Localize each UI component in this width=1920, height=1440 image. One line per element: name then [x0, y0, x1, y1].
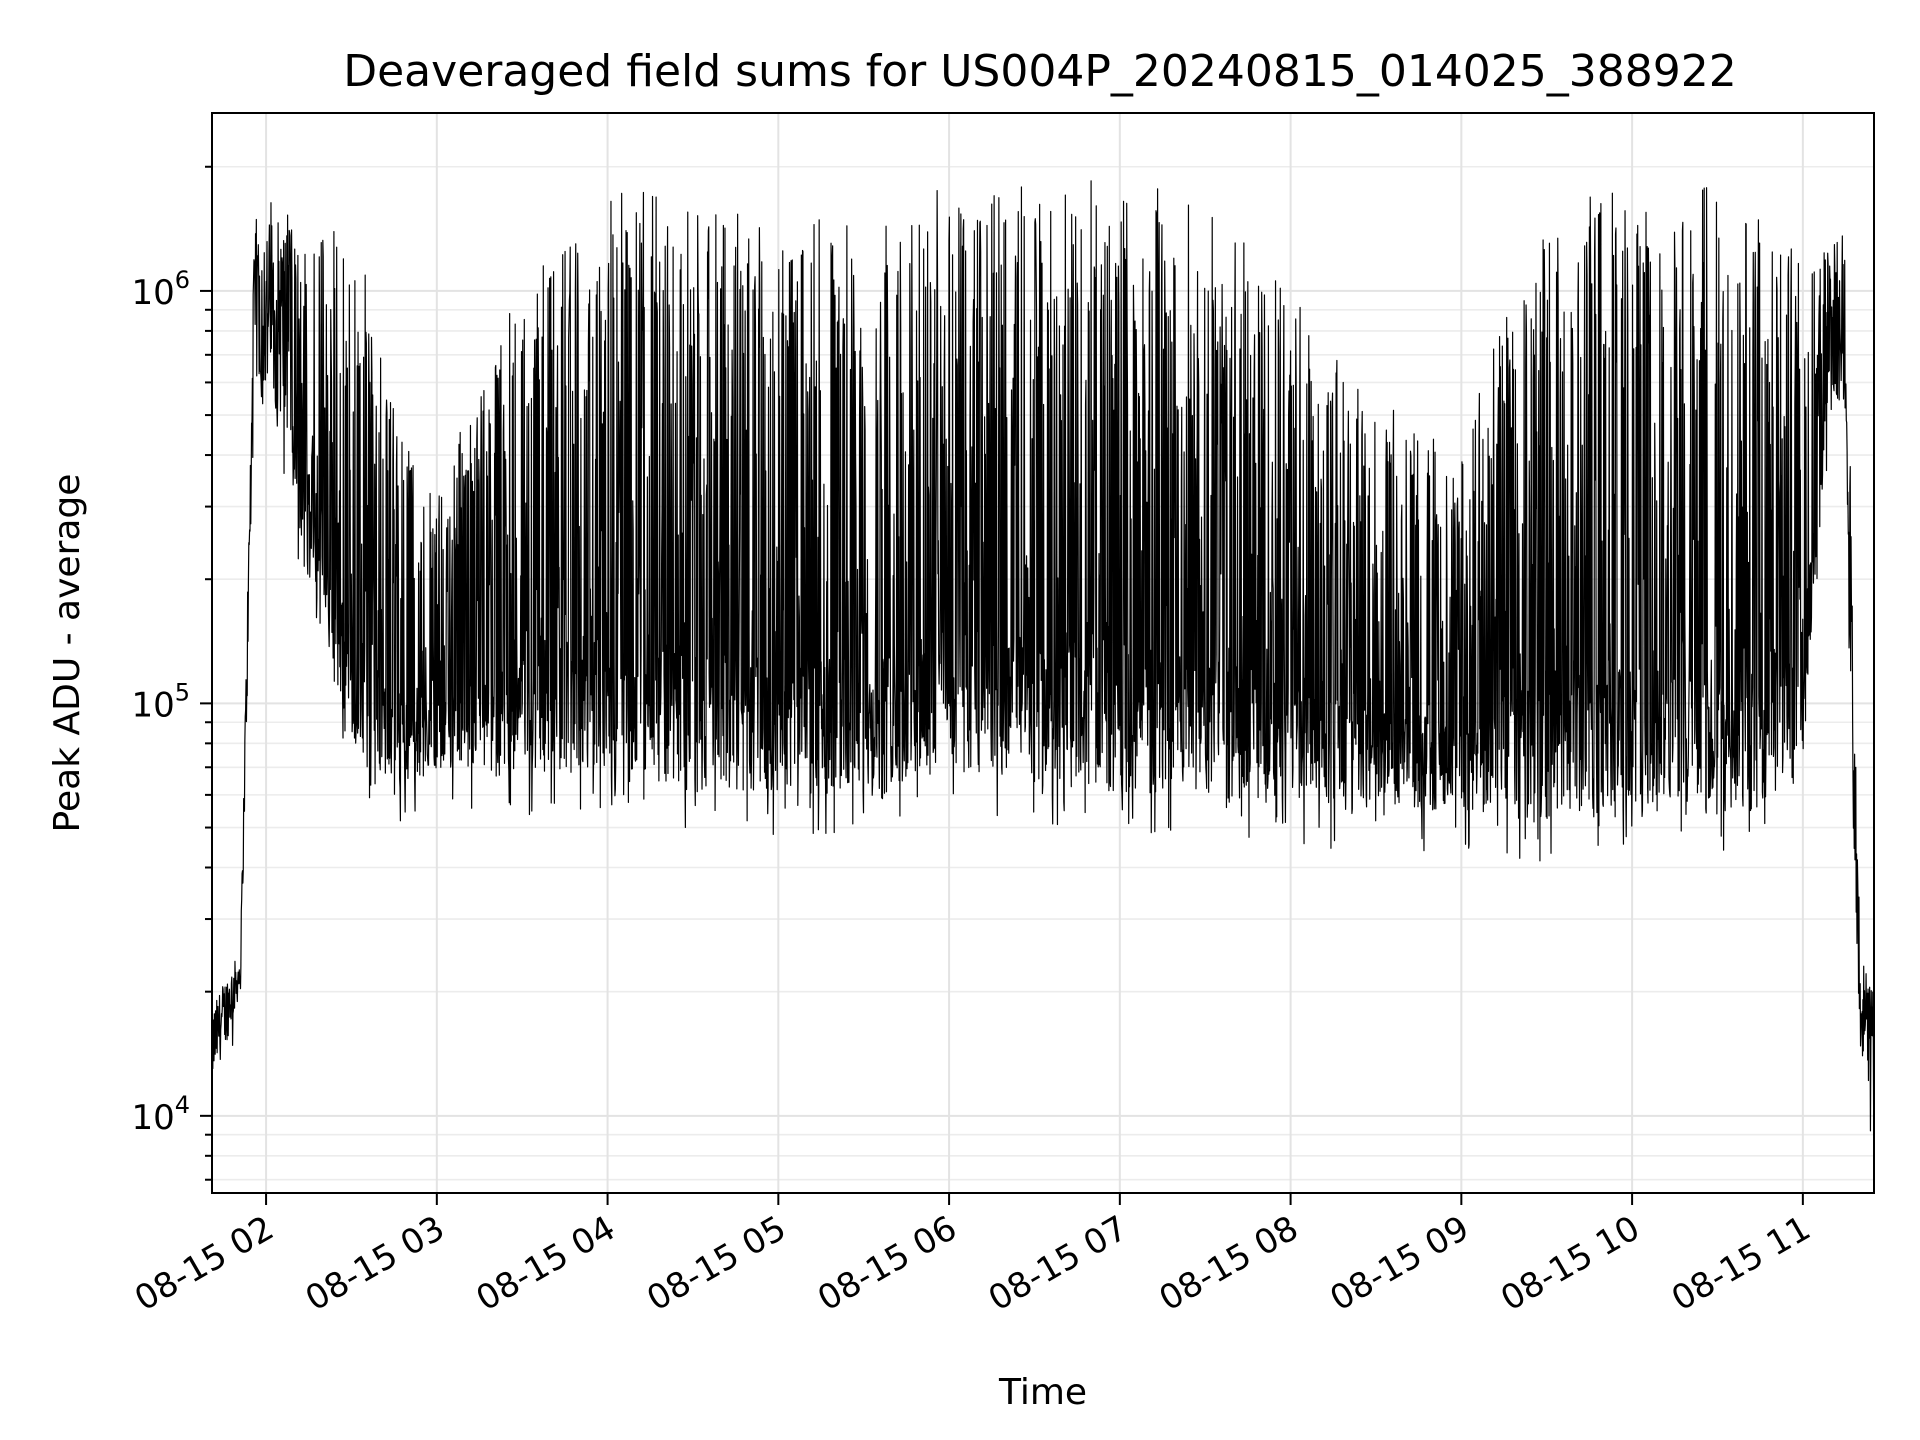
plot-frame — [211, 112, 1875, 1194]
series-line-group — [211, 180, 1875, 1132]
series-line — [211, 180, 1875, 1132]
tick-group — [200, 165, 1804, 1205]
x-tick-label: 08-15 10 — [1494, 1208, 1646, 1319]
chart-title: Deaveraged field sums for US004P_2024081… — [343, 46, 1737, 97]
y-tick-label: 105 — [131, 678, 190, 725]
x-tick-label: 08-15 04 — [470, 1208, 622, 1319]
x-tick-label: 08-15 07 — [982, 1208, 1134, 1319]
x-tick-label: 08-15 09 — [1323, 1208, 1475, 1319]
x-axis-label: Time — [998, 1372, 1087, 1413]
y-axis-label: Peak ADU - average — [47, 474, 88, 833]
y-tick-label: 106 — [131, 266, 190, 313]
y-tick-label: 104 — [131, 1091, 190, 1138]
x-tick-label: 08-15 03 — [299, 1208, 451, 1319]
x-tick-label: 08-15 02 — [128, 1208, 280, 1319]
x-tick-label: 08-15 06 — [811, 1208, 963, 1319]
x-tick-label: 08-15 08 — [1153, 1208, 1305, 1319]
x-tick-label: 08-15 05 — [640, 1208, 792, 1319]
x-tick-label: 08-15 11 — [1665, 1208, 1817, 1319]
